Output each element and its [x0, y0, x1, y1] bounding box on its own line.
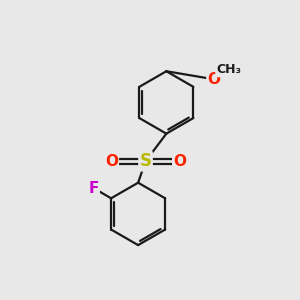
Text: O: O [207, 72, 220, 87]
Text: O: O [173, 154, 186, 169]
Text: O: O [105, 154, 118, 169]
Text: F: F [88, 181, 99, 196]
Text: CH₃: CH₃ [216, 63, 241, 76]
Text: S: S [140, 152, 152, 170]
